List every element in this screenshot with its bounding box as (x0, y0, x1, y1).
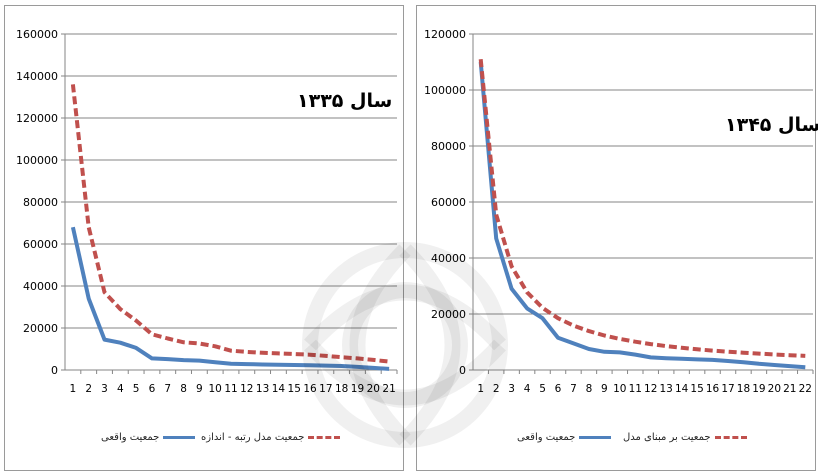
y-tick-label: 80000 (23, 196, 58, 209)
x-tick-label: 6 (555, 383, 562, 395)
series-line-actual (478, 61, 806, 370)
legend-label: جمعیت مدل رتبه - اندازه (201, 432, 305, 443)
y-tick-label: 120000 (16, 112, 58, 125)
y-tick-label: 0 (459, 364, 466, 377)
legend-label: جمعیت واقعی (101, 432, 160, 443)
x-tick-label: 5 (539, 383, 546, 395)
y-tick-label: 40000 (431, 252, 466, 265)
x-tick-label: 7 (570, 383, 577, 395)
chart-annotation-1345: سال ۱۳۴۵ (725, 114, 818, 136)
x-tick-label: 19 (752, 383, 765, 395)
x-tick-label: 5 (133, 383, 140, 395)
x-tick-label: 4 (117, 383, 124, 395)
y-tick-label: 20000 (23, 322, 58, 335)
y-tick-label: 160000 (16, 28, 58, 41)
legend-item-model: جمعیت مدل رتبه - اندازه (201, 432, 341, 443)
x-tick-label: 14 (675, 383, 689, 395)
x-tick-label: 2 (85, 383, 92, 395)
x-tick-label: 9 (601, 383, 608, 395)
x-tick-label: 18 (737, 383, 750, 395)
x-tick-label: 22 (799, 383, 812, 395)
y-tick-label: 60000 (23, 238, 58, 251)
x-tick-label: 20 (367, 383, 380, 395)
x-tick-label: 7 (164, 383, 171, 395)
series-line-model (70, 84, 390, 364)
chart-annotation-1335: سال ۱۳۳۵ (297, 90, 393, 112)
x-tick-label: 18 (335, 383, 348, 395)
x-tick-label: 16 (303, 383, 317, 395)
series-line-actual (70, 226, 390, 371)
x-tick-label: 12 (644, 383, 657, 395)
legend-1335: جمعیت واقعی جمعیت مدل رتبه - اندازه (5, 432, 403, 452)
x-tick-label: 8 (586, 383, 593, 395)
x-tick-label: 6 (149, 383, 156, 395)
y-tick-label: 0 (51, 364, 58, 377)
legend-swatch-solid (579, 436, 612, 439)
x-tick-label: 21 (783, 383, 796, 395)
legend-swatch-solid (163, 436, 196, 439)
y-tick-label: 80000 (431, 140, 466, 153)
line-chart-1335: 0 20000 40000 60000 80000 100000 120000 140000 1… (16, 28, 398, 395)
x-tick-label: 13 (659, 383, 672, 395)
x-tick-label: 1 (70, 383, 77, 395)
chart-panel-1345: 0 20000 40000 60000 80000 100000 120000 1 2 3 4 5 6 7… (416, 5, 818, 471)
x-tick-label: 1 (477, 383, 484, 395)
x-tick-label: 3 (101, 383, 108, 395)
x-tick-label: 14 (272, 383, 286, 395)
legend-swatch-dashed (714, 436, 747, 439)
x-tick-label: 13 (256, 383, 269, 395)
y-tick-label: 40000 (23, 280, 58, 293)
chart-panel-1335: 0 20000 40000 60000 80000 100000 120000 140000 1… (4, 5, 404, 471)
x-tick-label: 11 (224, 383, 237, 395)
x-tick-label: 4 (524, 383, 531, 395)
x-tick-label: 2 (493, 383, 500, 395)
x-tick-label: 20 (768, 383, 781, 395)
x-tick-label: 15 (288, 383, 301, 395)
y-tick-label: 20000 (431, 308, 466, 321)
y-tick-label: 140000 (16, 70, 58, 83)
x-tick-label: 3 (508, 383, 515, 395)
legend-item-model: جمعیت بر مبنای مدل (623, 432, 747, 443)
x-tick-label: 21 (382, 383, 395, 395)
legend-swatch-dashed (308, 436, 341, 439)
legend-label: جمعیت واقعی (517, 432, 576, 443)
x-tick-label: 10 (209, 383, 222, 395)
y-tick-label: 120000 (424, 28, 466, 41)
legend-item-actual: جمعیت واقعی (517, 432, 612, 443)
x-tick-label: 17 (319, 383, 332, 395)
x-tick-label: 19 (351, 383, 364, 395)
legend-1345: جمعیت واقعی جمعیت بر مبنای مدل (417, 432, 815, 452)
x-tick-label: 9 (196, 383, 203, 395)
legend-item-actual: جمعیت واقعی (101, 432, 196, 443)
x-tick-label: 12 (240, 383, 253, 395)
y-tick-label: 100000 (16, 154, 58, 167)
legend-label: جمعیت بر مبنای مدل (623, 432, 711, 443)
y-tick-label: 60000 (431, 196, 466, 209)
x-tick-label: 17 (721, 383, 734, 395)
x-tick-label: 10 (613, 383, 626, 395)
x-tick-label: 11 (629, 383, 642, 395)
x-tick-label: 16 (706, 383, 720, 395)
x-tick-label: 8 (180, 383, 187, 395)
x-tick-label: 15 (690, 383, 703, 395)
y-tick-label: 100000 (424, 84, 466, 97)
